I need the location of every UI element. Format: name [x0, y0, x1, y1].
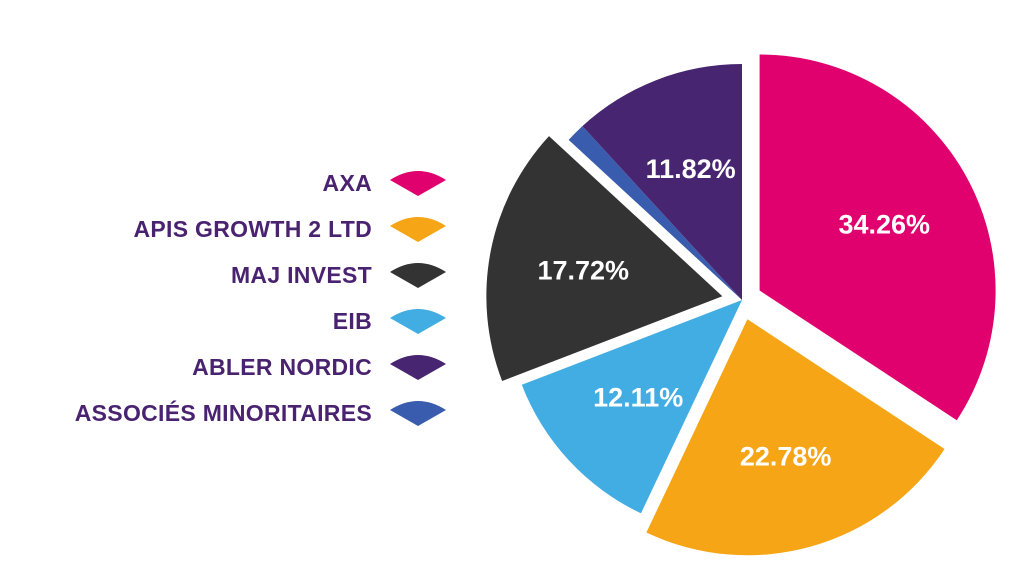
pie-slice-eib — [521, 300, 742, 514]
pie-slice-maj-invest — [486, 136, 723, 382]
slice-label-maj-invest: 17.72% — [537, 256, 629, 286]
slice-label-eib: 12.11% — [593, 382, 683, 412]
legend-swatch-associes-minoritaires — [390, 401, 446, 426]
legend-label: ABLER NORDIC — [192, 353, 372, 380]
legend-swatch-maj-invest — [390, 263, 446, 288]
pie-slice-associes-minoritaires — [568, 126, 742, 300]
slice-label-axa: 34.26% — [838, 209, 930, 239]
legend-swatch-axa — [390, 171, 446, 196]
slice-label-abler-nordic: 11.82% — [646, 154, 736, 184]
slice-label-apis-growth-2-ltd: 22.78% — [740, 442, 832, 472]
legend-label: ASSOCIÉS MINORITAIRES — [74, 399, 372, 426]
legend-swatch-eib — [390, 309, 446, 334]
legend-swatch-abler-nordic — [390, 355, 446, 380]
legend-label: MAJ INVEST — [230, 261, 372, 288]
legend-item-apis-growth-2-ltd: APIS GROWTH 2 LTD — [0, 206, 450, 252]
legend-item-axa: AXA — [0, 160, 450, 206]
legend-item-abler-nordic: ABLER NORDIC — [0, 344, 450, 390]
legend-label: AXA — [322, 169, 372, 196]
legend-item-maj-invest: MAJ INVEST — [0, 252, 450, 298]
legend-swatch-apis-growth-2-ltd — [390, 217, 446, 242]
pie-slice-abler-nordic — [582, 64, 742, 300]
legend-item-associes-minoritaires: ASSOCIÉS MINORITAIRES — [0, 390, 450, 436]
legend: AXA APIS GROWTH 2 LTD MAJ INVEST EIB ABLER N… — [0, 160, 450, 436]
legend-label: EIB — [332, 307, 372, 334]
pie-slice-apis-growth-2-ltd — [646, 319, 945, 556]
legend-label: APIS GROWTH 2 LTD — [133, 215, 372, 242]
pie-slice-axa — [759, 54, 996, 421]
legend-item-eib: EIB — [0, 298, 450, 344]
